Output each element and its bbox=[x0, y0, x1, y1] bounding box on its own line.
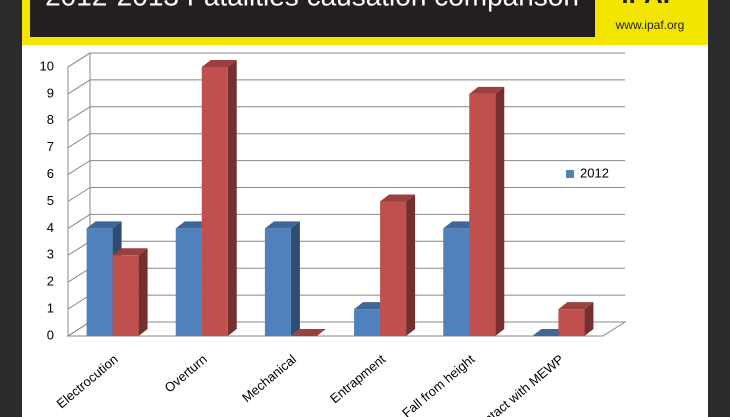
bar-top bbox=[86, 221, 122, 229]
title: 2012-2013 Fatalities causation compariso… bbox=[45, 0, 579, 11]
y-tick-label: 1 bbox=[47, 301, 54, 316]
bar-top bbox=[201, 60, 237, 67]
bar bbox=[354, 309, 381, 336]
y-tick-label: 2 bbox=[47, 274, 54, 289]
bar-top bbox=[380, 194, 416, 202]
bar-side bbox=[290, 221, 300, 336]
grid-line bbox=[67, 213, 625, 229]
grid-line bbox=[67, 79, 625, 95]
y-tick-label: 9 bbox=[47, 85, 54, 100]
bar-top bbox=[558, 302, 594, 310]
grid-line bbox=[67, 106, 625, 122]
bar bbox=[175, 228, 202, 336]
y-tick-label: 0 bbox=[47, 327, 54, 342]
bar-top bbox=[290, 329, 326, 336]
bar bbox=[443, 228, 470, 336]
url: www.ipaf.org bbox=[615, 18, 685, 32]
y-tick-label: 5 bbox=[47, 193, 54, 208]
y-tick-label: 8 bbox=[47, 112, 54, 127]
slide-body bbox=[22, 0, 708, 417]
bar bbox=[86, 228, 113, 336]
title-box bbox=[30, 0, 595, 37]
bar-side bbox=[227, 60, 237, 336]
y-tick-label: 6 bbox=[47, 166, 54, 181]
y-tick-label: 7 bbox=[47, 139, 54, 154]
legend-swatch bbox=[566, 170, 574, 178]
bar bbox=[201, 67, 228, 336]
legend-label: 2012 bbox=[580, 165, 609, 180]
grid-line bbox=[67, 160, 625, 176]
bar bbox=[264, 228, 291, 336]
bar-side bbox=[138, 248, 148, 336]
grid-line bbox=[67, 187, 625, 202]
bar-side bbox=[406, 194, 416, 336]
grid-line bbox=[67, 133, 625, 149]
bar bbox=[112, 255, 139, 336]
logo: IPAF bbox=[621, 0, 678, 9]
y-tick-label: 10 bbox=[40, 58, 54, 73]
bar bbox=[469, 93, 496, 337]
y-tick-label: 4 bbox=[47, 220, 54, 235]
bar bbox=[380, 201, 407, 336]
y-tick-label: 3 bbox=[47, 247, 54, 262]
bar bbox=[558, 309, 585, 336]
bar-side bbox=[495, 86, 505, 337]
bar-top bbox=[112, 248, 148, 256]
bar-side bbox=[584, 302, 594, 336]
grid-line bbox=[67, 52, 625, 68]
bar-top bbox=[469, 86, 505, 94]
bar-top bbox=[264, 221, 300, 229]
